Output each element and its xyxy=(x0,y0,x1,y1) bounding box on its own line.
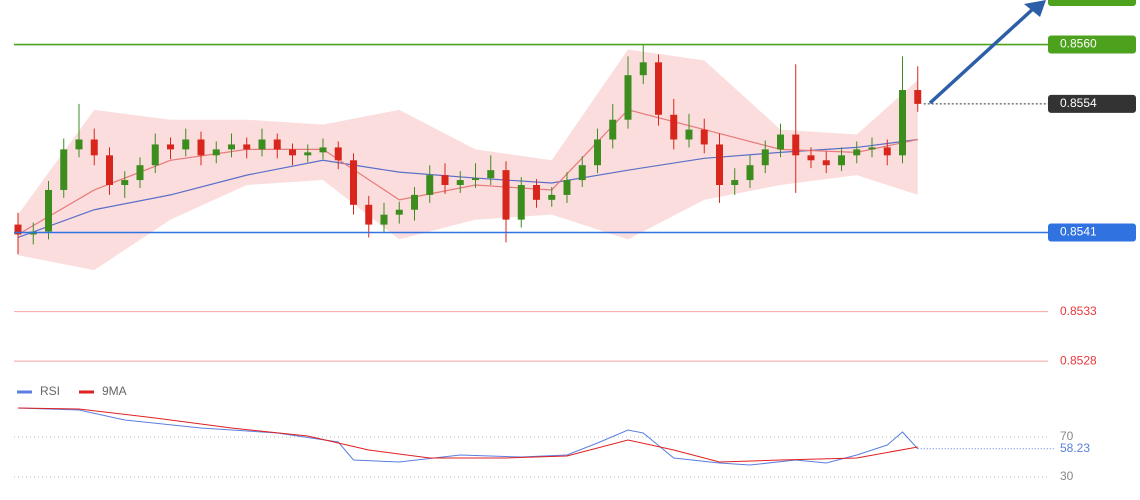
candle-body xyxy=(441,175,449,186)
level-label-box xyxy=(1048,94,1136,113)
legend-label: 9MA xyxy=(102,384,127,398)
candle-body xyxy=(334,147,342,161)
level-label: 0.8541 xyxy=(1060,225,1097,239)
candle-body xyxy=(792,134,800,156)
candle-body xyxy=(914,90,922,104)
candle-body xyxy=(655,62,662,115)
legend-label: RSI xyxy=(40,384,60,398)
candle-body xyxy=(243,144,251,150)
candle-body xyxy=(624,75,632,120)
candle-body xyxy=(289,149,296,156)
candle-body xyxy=(807,155,815,161)
candle-body xyxy=(563,180,571,195)
offscreen-target-box xyxy=(1048,0,1136,6)
candle-body xyxy=(365,204,373,225)
candle-body xyxy=(502,170,510,220)
rsi-tick-label: 70 xyxy=(1060,429,1074,443)
band-layer xyxy=(18,49,918,271)
candle-body xyxy=(639,62,647,76)
candle-body xyxy=(380,214,388,225)
candle-body xyxy=(685,129,693,140)
candle-body xyxy=(716,144,723,186)
candle-body xyxy=(548,194,556,200)
candle-body xyxy=(533,185,540,200)
candle-body xyxy=(853,149,861,156)
candle-body xyxy=(60,149,68,190)
candle-body xyxy=(136,165,144,181)
candle-body xyxy=(75,139,83,150)
candle-body xyxy=(822,160,830,166)
candle-body xyxy=(883,147,891,156)
candle-body xyxy=(167,144,174,150)
rsi-line xyxy=(17,407,919,466)
candle-body xyxy=(212,149,220,156)
candle-body xyxy=(426,175,434,195)
candle-body xyxy=(182,139,190,150)
level-label: 0.8528 xyxy=(1060,353,1097,367)
candle-body xyxy=(594,139,601,166)
candle-body xyxy=(899,90,906,156)
rsi-line xyxy=(17,407,918,463)
level-label: 0.8554 xyxy=(1060,96,1097,110)
candle-body xyxy=(670,114,678,140)
trend-arrow-head xyxy=(1024,0,1046,17)
candle-body xyxy=(350,160,357,205)
candle-body xyxy=(731,180,739,186)
trend-arrow xyxy=(928,6,1036,105)
candle-body xyxy=(197,139,205,156)
rsi-current-label: 58.23 xyxy=(1060,441,1090,455)
level-layer: 0.8560 0.8554 0.8541 0.8533 0.8528 xyxy=(14,35,1136,367)
candle-body xyxy=(472,178,479,181)
candle-body xyxy=(777,134,784,150)
candle-body xyxy=(106,155,113,186)
candle-body xyxy=(761,149,769,166)
level-label: 0.8533 xyxy=(1060,304,1097,318)
candle-body xyxy=(273,139,281,150)
candle-body xyxy=(304,152,312,156)
candle-body xyxy=(395,209,403,215)
candle-body xyxy=(151,144,159,166)
candle-body xyxy=(121,180,129,186)
level-label: 0.8560 xyxy=(1060,37,1097,51)
candle-body xyxy=(700,129,708,145)
candle-body xyxy=(228,144,235,150)
candle-body xyxy=(578,165,586,181)
level-label-box xyxy=(1048,223,1136,242)
candle-body xyxy=(838,155,845,166)
bollinger-band xyxy=(18,49,918,271)
candle-body xyxy=(411,194,418,210)
candle-body xyxy=(45,189,52,232)
candle-body xyxy=(746,165,754,181)
candle-body xyxy=(14,224,22,235)
candle-body xyxy=(487,170,495,179)
candle-body xyxy=(319,147,327,153)
rsi-layer: 30 70 RSI 9MA 58.23 xyxy=(14,384,1090,483)
candle-body xyxy=(456,180,464,186)
candle-body xyxy=(868,147,876,150)
candle-body xyxy=(609,119,617,140)
rsi-tick-label: 30 xyxy=(1060,469,1074,483)
candle-body xyxy=(258,139,266,150)
level-label-box xyxy=(1048,35,1136,54)
candle-body xyxy=(90,139,98,156)
candle-body xyxy=(517,185,525,220)
